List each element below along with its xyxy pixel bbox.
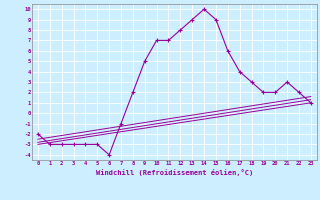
X-axis label: Windchill (Refroidissement éolien,°C): Windchill (Refroidissement éolien,°C) [96, 169, 253, 176]
